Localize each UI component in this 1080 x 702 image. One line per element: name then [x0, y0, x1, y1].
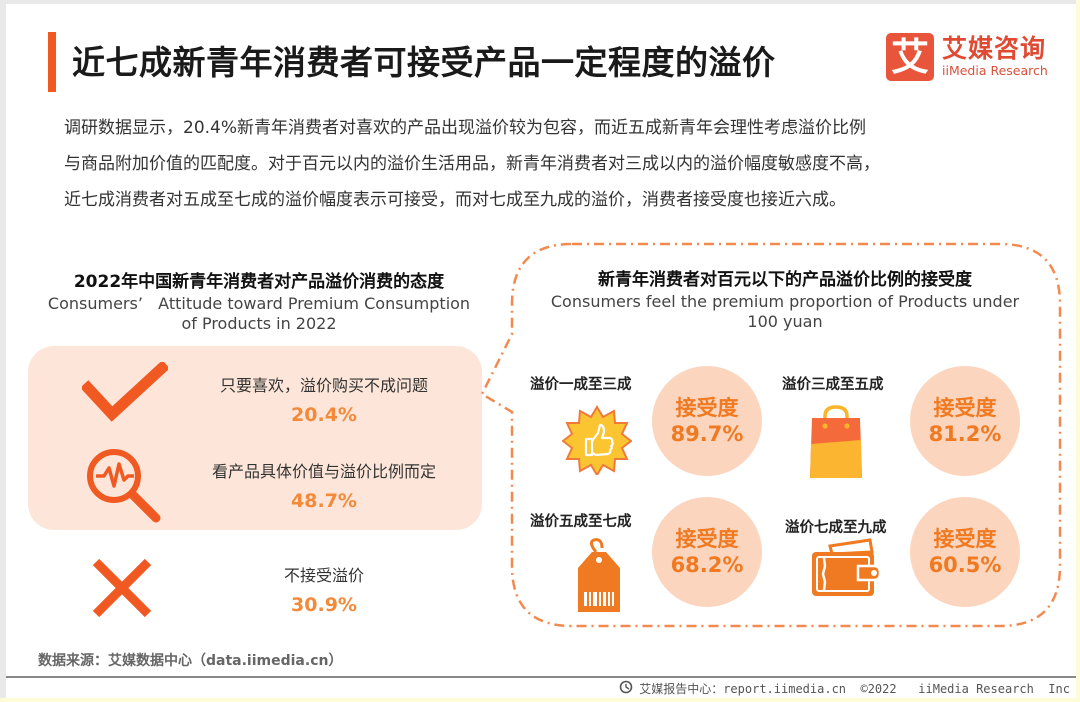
title-accent-bar — [48, 32, 56, 92]
footer-divider — [6, 676, 1076, 678]
attitude-label: 看产品具体价值与溢价比例而定 — [211, 462, 436, 481]
attitude-value: 48.7% — [291, 490, 357, 512]
acceptance-circle: 接受度 60.5% — [910, 497, 1020, 607]
premium-range-label: 溢价五成至七成 — [530, 514, 632, 530]
acceptance-chart-title: 新青年消费者对百元以下的产品溢价比例的接受度 Consumers feel th… — [520, 268, 1050, 332]
acceptance-label: 接受度 — [933, 527, 997, 551]
cross-icon — [90, 556, 154, 624]
acceptance-title-cn: 新青年消费者对百元以下的产品溢价比例的接受度 — [598, 270, 972, 290]
wallet-icon — [808, 536, 884, 604]
acceptance-value: 68.2% — [670, 553, 744, 577]
acceptance-label: 接受度 — [675, 396, 739, 420]
attitude-item: 只要喜欢，溢价购买不成问题 20.4% — [174, 374, 474, 432]
checkmark-icon — [80, 360, 170, 428]
price-tag-icon — [574, 538, 624, 618]
acceptance-circle: 接受度 89.7% — [652, 366, 762, 476]
logo-mark: 艾 — [886, 33, 934, 81]
page-edge — [0, 698, 1080, 702]
premium-range-label: 溢价一成至三成 — [530, 377, 632, 393]
acceptance-value: 81.2% — [928, 422, 1002, 446]
summary-paragraph: 调研数据显示，20.4%新青年消费者对喜欢的产品出现溢价较为包容，而近五成新青年… — [64, 110, 1044, 218]
acceptance-value: 60.5% — [928, 553, 1002, 577]
attitude-title-en: of Products in 2022 — [181, 314, 337, 333]
summary-line: 与商品附加价值的匹配度。对于百元以内的溢价生活用品，新青年消费者对三成以内的溢价… — [64, 154, 880, 174]
page-title: 近七成新青年消费者可接受产品一定程度的溢价 — [72, 43, 776, 82]
page-edge — [1076, 0, 1080, 702]
dashed-callout-border — [480, 242, 1062, 628]
logo-name-en: iiMedia Research — [942, 63, 1048, 78]
attitude-value: 30.9% — [291, 594, 357, 616]
attitude-chart-title: 2022年中国新青年消费者对产品溢价消费的态度 Consumers’ Attit… — [20, 270, 498, 334]
report-center-icon — [619, 680, 633, 697]
premium-range-label: 溢价三成至五成 — [782, 377, 884, 393]
attitude-item: 不接受溢价 30.9% — [174, 564, 474, 622]
acceptance-value: 89.7% — [670, 422, 744, 446]
summary-line: 调研数据显示，20.4%新青年消费者对喜欢的产品出现溢价较为包容，而近五成新青年… — [64, 118, 867, 138]
acceptance-title-en: Consumers feel the premium proportion of… — [550, 292, 1020, 311]
acceptance-title-en: 100 yuan — [747, 312, 823, 331]
premium-range-label: 溢价七成至九成 — [785, 520, 887, 536]
footer: 艾媒报告中心：report.iimedia.cn ©2022 iiMedia R… — [619, 680, 1070, 697]
iimedia-logo: 艾 艾媒咨询 iiMedia Research — [886, 33, 1048, 81]
attitude-label: 不接受溢价 — [283, 566, 364, 585]
attitude-item: 看产品具体价值与溢价比例而定 48.7% — [174, 460, 474, 518]
magnifier-pulse-icon — [84, 446, 164, 530]
thumbs-up-badge-icon — [561, 405, 633, 479]
data-source: 数据来源：艾媒数据中心（data.iimedia.cn） — [38, 653, 343, 669]
attitude-title-en: Consumers’ Attitude toward Premium Consu… — [47, 294, 471, 313]
attitude-title-cn: 2022年中国新青年消费者对产品溢价消费的态度 — [73, 272, 445, 292]
shopping-bag-icon — [808, 404, 864, 484]
acceptance-label: 接受度 — [933, 396, 997, 420]
acceptance-circle: 接受度 81.2% — [910, 366, 1020, 476]
footer-text: 艾媒报告中心：report.iimedia.cn ©2022 iiMedia R… — [639, 682, 1070, 696]
acceptance-circle: 接受度 68.2% — [652, 497, 762, 607]
acceptance-label: 接受度 — [675, 527, 739, 551]
logo-name-cn: 艾媒咨询 — [942, 34, 1047, 63]
attitude-value: 20.4% — [291, 404, 357, 426]
summary-line: 近七成消费者对五成至七成的溢价幅度表示可接受，而对七成至九成的溢价，消费者接受度… — [64, 190, 846, 210]
attitude-label: 只要喜欢，溢价购买不成问题 — [219, 376, 428, 395]
